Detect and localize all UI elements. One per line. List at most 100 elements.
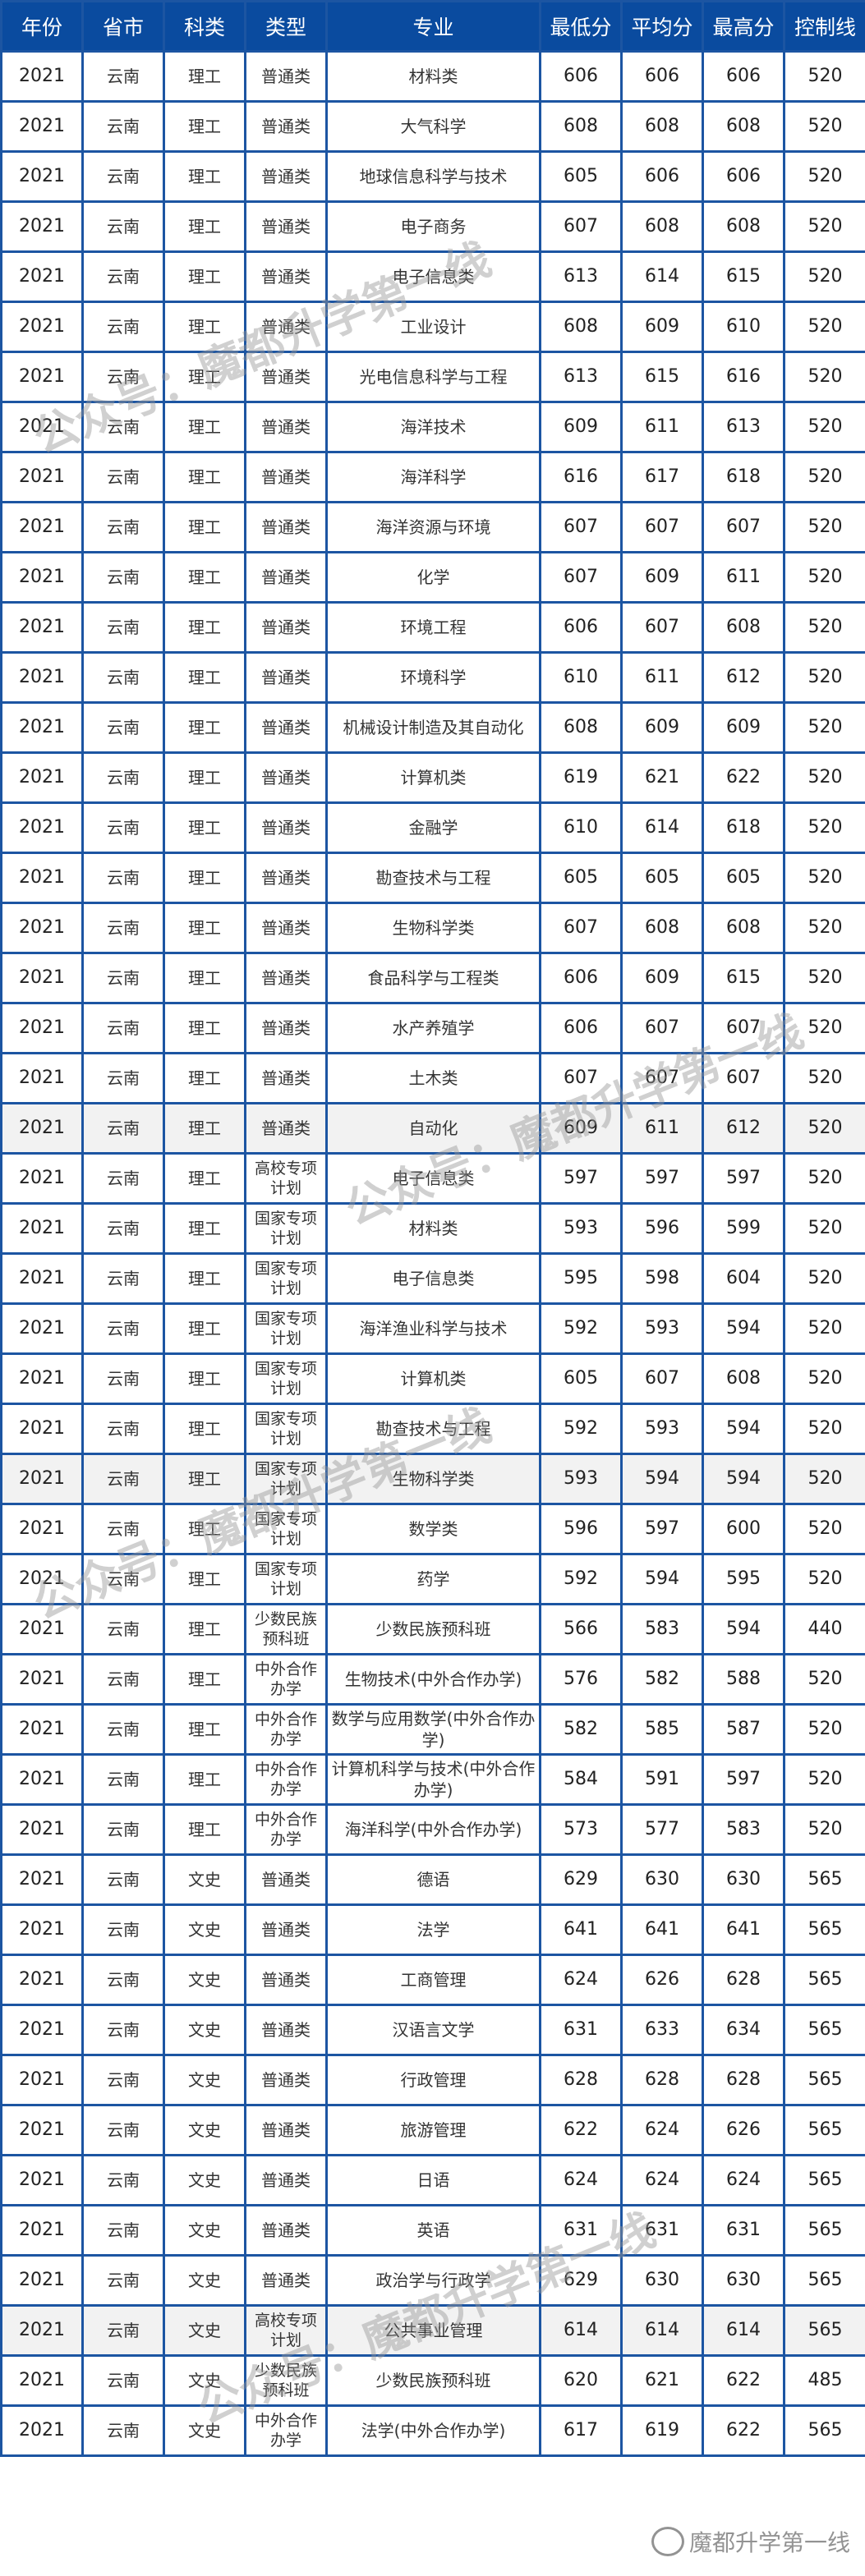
cell-avg-score: 624 (620, 2154, 704, 2206)
cell-major: 食品科学与工程类 (325, 952, 541, 1004)
cell-province: 云南 (81, 250, 165, 303)
cell-control-line: 520 (783, 200, 865, 253)
cell-year: 2021 (0, 1803, 84, 1856)
cell-type: 普通类 (244, 50, 328, 103)
cell-avg-score: 583 (620, 1603, 704, 1655)
cell-min-score: 610 (539, 651, 623, 704)
cell-type: 普通类 (244, 801, 328, 854)
cell-year: 2021 (0, 1903, 84, 1956)
cell-year: 2021 (0, 651, 84, 704)
cell-province: 云南 (81, 1603, 165, 1655)
cell-control-line: 520 (783, 351, 865, 403)
cell-min-score: 576 (539, 1653, 623, 1706)
cell-year: 2021 (0, 2404, 84, 2457)
table-row: 2021 云南 理工 普通类 大气科学 608 608 608 520 (0, 100, 865, 153)
cell-subject: 文史 (163, 1903, 246, 1956)
cell-province: 云南 (81, 1503, 165, 1555)
table-row: 2021 云南 理工 普通类 地球信息科学与技术 605 606 606 520 (0, 150, 865, 203)
cell-subject: 理工 (163, 100, 246, 153)
cell-min-score: 628 (539, 2054, 623, 2106)
cell-control-line: 520 (783, 1653, 865, 1706)
cell-min-score: 592 (539, 1403, 623, 1455)
table-row: 2021 云南 理工 普通类 电子商务 607 608 608 520 (0, 200, 865, 253)
cell-subject: 理工 (163, 1302, 246, 1355)
cell-year: 2021 (0, 501, 84, 553)
cell-max-score: 622 (702, 2404, 785, 2457)
cell-type: 国家专项计划 (244, 1252, 328, 1305)
table-row: 2021 云南 理工 普通类 机械设计制造及其自动化 608 609 609 520 (0, 701, 865, 754)
cell-major: 电子商务 (325, 200, 541, 253)
cell-max-score: 612 (702, 1102, 785, 1155)
cell-avg-score: 617 (620, 451, 704, 503)
table-row: 2021 云南 理工 普通类 海洋资源与环境 607 607 607 520 (0, 501, 865, 553)
cell-type: 普通类 (244, 451, 328, 503)
cell-major: 海洋科学(中外合作办学) (325, 1803, 541, 1856)
cell-province: 云南 (81, 1052, 165, 1104)
cell-avg-score: 607 (620, 1352, 704, 1405)
cell-max-score: 608 (702, 902, 785, 954)
cell-major: 海洋渔业科学与技术 (325, 1302, 541, 1355)
table-row: 2021 云南 理工 普通类 金融学 610 614 618 520 (0, 801, 865, 854)
cell-year: 2021 (0, 351, 84, 403)
cell-province: 云南 (81, 50, 165, 103)
cell-min-score: 610 (539, 801, 623, 854)
cell-province: 云南 (81, 2004, 165, 2056)
cell-major: 行政管理 (325, 2054, 541, 2106)
cell-control-line: 520 (783, 301, 865, 353)
cell-control-line: 520 (783, 50, 865, 103)
cell-type: 普通类 (244, 1052, 328, 1104)
cell-year: 2021 (0, 601, 84, 654)
cell-avg-score: 633 (620, 2004, 704, 2056)
cell-major: 少数民族预科班 (325, 1603, 541, 1655)
cell-control-line: 520 (783, 1302, 865, 1355)
cell-type: 普通类 (244, 2054, 328, 2106)
table-row: 2021 云南 理工 国家专项计划 数学类 596 597 600 520 (0, 1503, 865, 1555)
cell-max-score: 626 (702, 2104, 785, 2156)
cell-subject: 理工 (163, 1653, 246, 1706)
cell-control-line: 440 (783, 1603, 865, 1655)
table-row: 2021 云南 理工 普通类 环境科学 610 611 612 520 (0, 651, 865, 704)
cell-control-line: 565 (783, 1954, 865, 2006)
cell-max-score: 605 (702, 852, 785, 904)
cell-subject: 理工 (163, 952, 246, 1004)
cell-control-line: 520 (783, 401, 865, 453)
cell-province: 云南 (81, 1653, 165, 1706)
cell-avg-score: 609 (620, 551, 704, 604)
cell-min-score: 606 (539, 1002, 623, 1054)
table-row: 2021 云南 理工 中外合作办学 计算机科学与技术(中外合作办学) 584 591 597 5… (0, 1753, 865, 1806)
cell-avg-score: 624 (620, 2104, 704, 2156)
cell-subject: 理工 (163, 1753, 246, 1806)
cell-subject: 理工 (163, 1803, 246, 1856)
cell-subject: 理工 (163, 601, 246, 654)
cell-max-score: 600 (702, 1503, 785, 1555)
cell-avg-score: 591 (620, 1753, 704, 1806)
cell-control-line: 520 (783, 150, 865, 203)
cell-type: 普通类 (244, 1954, 328, 2006)
cell-subject: 文史 (163, 2004, 246, 2056)
cell-max-score: 607 (702, 1052, 785, 1104)
table-row: 2021 云南 理工 中外合作办学 生物技术(中外合作办学) 576 582 588 520 (0, 1653, 865, 1706)
cell-province: 云南 (81, 1102, 165, 1155)
cell-min-score: 593 (539, 1453, 623, 1505)
cell-min-score: 608 (539, 100, 623, 153)
cell-year: 2021 (0, 1703, 84, 1756)
header-control-line: 控制线 (783, 0, 865, 53)
cell-year: 2021 (0, 401, 84, 453)
cell-avg-score: 593 (620, 1302, 704, 1355)
cell-major: 生物技术(中外合作办学) (325, 1653, 541, 1706)
cell-max-score: 607 (702, 501, 785, 553)
cell-subject: 理工 (163, 501, 246, 553)
cell-type: 中外合作办学 (244, 1753, 328, 1806)
cell-major: 政治学与行政学 (325, 2254, 541, 2307)
cell-type: 国家专项计划 (244, 1403, 328, 1455)
cell-year: 2021 (0, 1853, 84, 1906)
cell-type: 中外合作办学 (244, 2404, 328, 2457)
cell-max-score: 618 (702, 801, 785, 854)
header-subject: 科类 (163, 0, 246, 53)
cell-year: 2021 (0, 1653, 84, 1706)
cell-subject: 文史 (163, 2404, 246, 2457)
cell-avg-score: 611 (620, 651, 704, 704)
cell-type: 普通类 (244, 902, 328, 954)
cell-year: 2021 (0, 2354, 84, 2407)
cell-avg-score: 609 (620, 701, 704, 754)
